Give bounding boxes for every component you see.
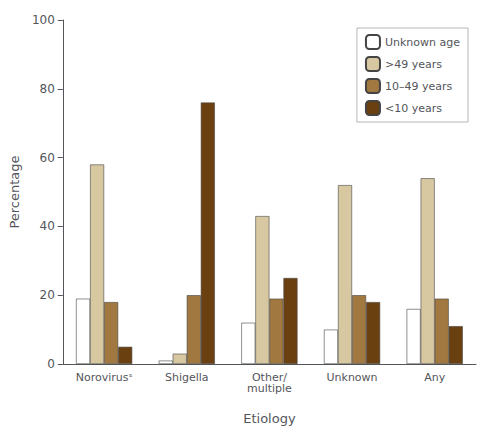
svg-text:>49 years: >49 years [385,58,442,71]
svg-text:20: 20 [40,288,55,302]
svg-text:100: 100 [32,13,55,27]
svg-text:<10 years: <10 years [385,102,442,115]
svg-text:Other/: Other/ [251,371,287,384]
svg-text:40: 40 [40,219,55,233]
svg-text:Any: Any [424,371,445,384]
svg-text:80: 80 [40,82,55,96]
svg-text:0: 0 [47,357,55,371]
svg-text:Unknown age: Unknown age [385,36,460,49]
svg-text:10–49 years: 10–49 years [385,80,453,93]
svg-text:multiple: multiple [247,382,292,395]
svg-text:60: 60 [40,151,55,165]
svg-text:Unknown: Unknown [327,371,378,384]
svg-text:Norovirusˢ: Norovirusˢ [76,371,133,384]
svg-text:Etiology: Etiology [243,411,296,426]
svg-text:Percentage: Percentage [7,155,22,228]
svg-text:Shigella: Shigella [165,371,209,384]
